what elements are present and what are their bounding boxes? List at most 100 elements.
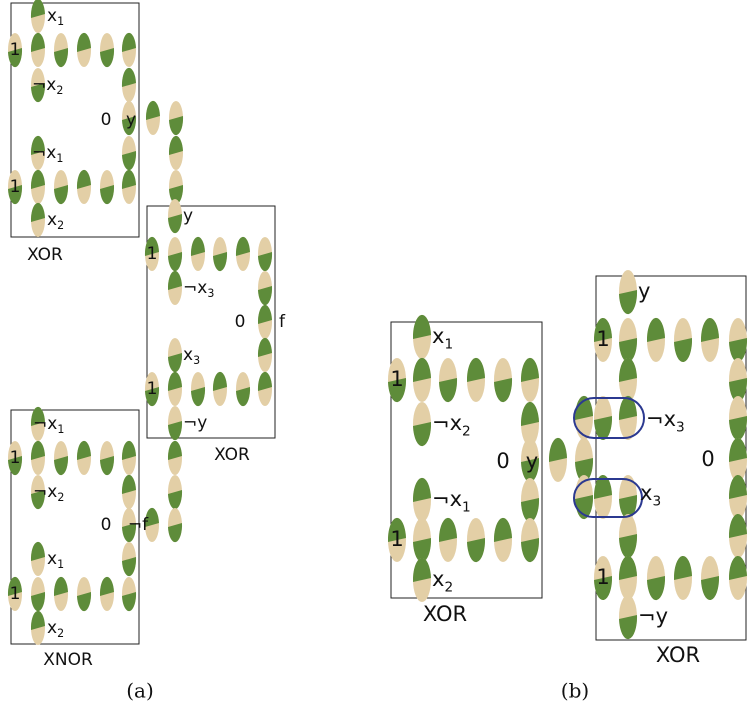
magnet-pole [413,315,431,339]
magnet-pole [521,402,539,426]
magnet-pole [729,475,747,499]
magnet [168,199,182,233]
magnet [467,358,485,402]
gadget-box [11,410,139,644]
label-sub: 1 [57,15,64,28]
label: y [526,449,538,473]
label-sub: 1 [56,152,63,165]
magnet [168,441,182,475]
magnet [236,237,250,271]
label-main: ¬x [432,411,462,435]
magnet [100,170,114,204]
label: 1 [147,244,158,264]
label-sub: 2 [57,627,64,640]
magnet [236,372,250,406]
magnet [647,556,665,600]
magnet [729,475,747,519]
magnet [619,396,637,440]
magnet [258,271,272,305]
magnet [122,475,136,509]
magnet-pole [521,358,539,382]
magnet-pole [701,318,719,342]
label-main: x [183,345,193,365]
magnet [168,237,182,271]
label: 0 [101,110,112,130]
label: ¬y [638,604,668,628]
magnet [54,577,68,611]
magnet [191,372,205,406]
magnet [54,441,68,475]
magnet [31,0,45,33]
label-sub: 3 [207,287,214,300]
label: x2 [432,567,453,595]
magnet [146,101,160,135]
label-sub: 2 [57,491,64,504]
label-main: ¬x [32,143,56,163]
label-main: x [47,6,57,26]
label-sub: 3 [193,354,200,367]
magnet [674,318,692,362]
magnet [258,372,272,406]
label: 1 [10,177,21,197]
label: y [183,206,193,226]
magnet [54,33,68,67]
label: 1 [10,448,21,468]
magnet-pole [729,556,747,580]
label: 1 [596,327,609,351]
magnet [122,170,136,204]
magnet [521,518,539,562]
magnet-pole [494,518,512,542]
label: ¬y [183,413,207,433]
magnet-pole [413,422,431,446]
magnet [619,270,637,314]
label-sub: 1 [57,558,64,571]
magnet [619,358,637,402]
magnet [594,475,612,519]
magnet [168,372,182,406]
label: XOR [656,643,700,667]
magnet [31,33,45,67]
magnet-pole [701,576,719,600]
label-main: ¬x [33,414,57,434]
label: XOR [27,245,63,265]
magnet-pole [413,358,431,382]
label-main: ¬x [32,75,56,95]
label: XOR [214,445,250,465]
magnet-pole [619,615,637,639]
magnet [122,136,136,170]
caption: (b) [561,679,589,703]
label: y [638,279,650,303]
magnet-pole [467,358,485,382]
magnet [122,577,136,611]
magnet [31,170,45,204]
magnet [439,518,457,562]
magnet [258,338,272,372]
label-sub: 1 [57,423,64,436]
magnet-pole [729,416,747,440]
magnet [413,478,431,522]
label: y [126,110,136,130]
label-main: ¬x [646,407,676,431]
label: 1 [596,565,609,589]
magnet [122,441,136,475]
magnet-pole [439,518,457,542]
label: ¬x2 [432,411,471,439]
magnet-pole [619,396,637,420]
magnet [494,358,512,402]
label-main: x [432,324,444,348]
label: ¬x1 [32,143,63,165]
label-sub: 2 [444,579,453,595]
diagram: x11¬x20y¬x11x2XORy1¬x30fx31¬yXOR¬x11¬x20… [0,0,750,712]
label: ¬x3 [183,278,214,300]
magnet [31,441,45,475]
label-main: x [47,549,57,569]
magnet [413,402,431,446]
magnet [168,271,182,305]
magnet [647,318,665,362]
label-sub: 1 [444,336,453,352]
gadget-box [391,322,542,598]
label: 1 [10,584,21,604]
magnet [594,396,612,440]
magnet [619,318,637,362]
label: 0 [235,312,246,332]
